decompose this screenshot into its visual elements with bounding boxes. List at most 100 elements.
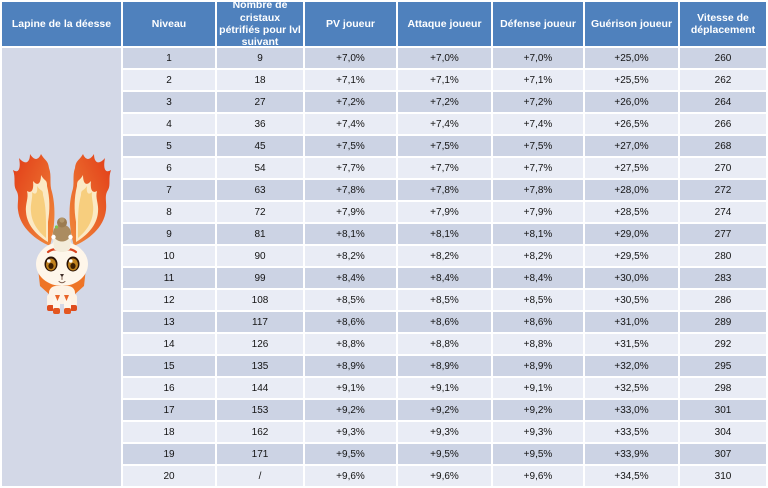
pet-image-cell bbox=[2, 48, 121, 486]
cell-defense-row14: +8,8% bbox=[493, 334, 583, 354]
cell-cristaux-row1: 9 bbox=[217, 48, 303, 68]
cell-cristaux-row19: 171 bbox=[217, 444, 303, 464]
cell-niveau-row9: 9 bbox=[123, 224, 215, 244]
cell-attaque-row4: +7,4% bbox=[398, 114, 491, 134]
cell-defense-row12: +8,5% bbox=[493, 290, 583, 310]
cell-niveau-row13: 13 bbox=[123, 312, 215, 332]
cell-niveau-row20: 20 bbox=[123, 466, 215, 486]
cell-defense-row3: +7,2% bbox=[493, 92, 583, 112]
cell-guerison-row8: +28,5% bbox=[585, 202, 678, 222]
cell-cristaux-row9: 81 bbox=[217, 224, 303, 244]
column-header-attaque: Attaque joueur bbox=[398, 2, 491, 46]
cell-guerison-row3: +26,0% bbox=[585, 92, 678, 112]
cell-defense-row20: +9,6% bbox=[493, 466, 583, 486]
cell-pv-row5: +7,5% bbox=[305, 136, 396, 156]
cell-niveau-row2: 2 bbox=[123, 70, 215, 90]
cell-attaque-row2: +7,1% bbox=[398, 70, 491, 90]
cell-pv-row10: +8,2% bbox=[305, 246, 396, 266]
cell-defense-row7: +7,8% bbox=[493, 180, 583, 200]
cell-defense-row16: +9,1% bbox=[493, 378, 583, 398]
cell-guerison-row19: +33,9% bbox=[585, 444, 678, 464]
cell-cristaux-row2: 18 bbox=[217, 70, 303, 90]
cell-vitesse-row5: 268 bbox=[680, 136, 766, 156]
column-header-cristaux: Nombre de cristaux pétrifiés pour lvl su… bbox=[217, 0, 303, 48]
cell-vitesse-row15: 295 bbox=[680, 356, 766, 376]
cell-pv-row18: +9,3% bbox=[305, 422, 396, 442]
cell-guerison-row4: +26,5% bbox=[585, 114, 678, 134]
cell-defense-row15: +8,9% bbox=[493, 356, 583, 376]
cell-cristaux-row3: 27 bbox=[217, 92, 303, 112]
cell-guerison-row15: +32,0% bbox=[585, 356, 678, 376]
cell-pv-row15: +8,9% bbox=[305, 356, 396, 376]
cell-attaque-row11: +8,4% bbox=[398, 268, 491, 288]
column-header-vitesse: Vitesse de déplacement bbox=[680, 2, 766, 46]
cell-pv-row6: +7,7% bbox=[305, 158, 396, 178]
pet-body bbox=[46, 286, 77, 314]
flame-ear-right bbox=[69, 154, 111, 246]
cell-niveau-row4: 4 bbox=[123, 114, 215, 134]
cell-attaque-row16: +9,1% bbox=[398, 378, 491, 398]
cell-guerison-row11: +30,0% bbox=[585, 268, 678, 288]
cell-defense-row5: +7,5% bbox=[493, 136, 583, 156]
cell-niveau-row8: 8 bbox=[123, 202, 215, 222]
cell-cristaux-row11: 99 bbox=[217, 268, 303, 288]
cell-defense-row17: +9,2% bbox=[493, 400, 583, 420]
cell-pv-row8: +7,9% bbox=[305, 202, 396, 222]
cell-vitesse-row20: 310 bbox=[680, 466, 766, 486]
column-header-defense: Défense joueur bbox=[493, 2, 583, 46]
flame-ear-left bbox=[12, 154, 54, 246]
cell-vitesse-row2: 262 bbox=[680, 70, 766, 90]
cell-vitesse-row4: 266 bbox=[680, 114, 766, 134]
cell-guerison-row2: +25,5% bbox=[585, 70, 678, 90]
cell-cristaux-row4: 36 bbox=[217, 114, 303, 134]
cell-attaque-row10: +8,2% bbox=[398, 246, 491, 266]
cell-guerison-row6: +27,5% bbox=[585, 158, 678, 178]
cell-cristaux-row17: 153 bbox=[217, 400, 303, 420]
cell-pv-row12: +8,5% bbox=[305, 290, 396, 310]
cell-defense-row11: +8,4% bbox=[493, 268, 583, 288]
cell-attaque-row3: +7,2% bbox=[398, 92, 491, 112]
cell-cristaux-row13: 117 bbox=[217, 312, 303, 332]
cell-cristaux-row16: 144 bbox=[217, 378, 303, 398]
cell-defense-row1: +7,0% bbox=[493, 48, 583, 68]
cell-attaque-row18: +9,3% bbox=[398, 422, 491, 442]
cell-niveau-row1: 1 bbox=[123, 48, 215, 68]
cell-vitesse-row9: 277 bbox=[680, 224, 766, 244]
cell-vitesse-row7: 272 bbox=[680, 180, 766, 200]
cell-vitesse-row12: 286 bbox=[680, 290, 766, 310]
cell-cristaux-row5: 45 bbox=[217, 136, 303, 156]
cell-guerison-row20: +34,5% bbox=[585, 466, 678, 486]
cell-vitesse-row18: 304 bbox=[680, 422, 766, 442]
cell-attaque-row1: +7,0% bbox=[398, 48, 491, 68]
cell-guerison-row12: +30,5% bbox=[585, 290, 678, 310]
cell-defense-row18: +9,3% bbox=[493, 422, 583, 442]
pet-rider bbox=[50, 217, 73, 252]
cell-guerison-row9: +29,0% bbox=[585, 224, 678, 244]
cell-pv-row3: +7,2% bbox=[305, 92, 396, 112]
cell-cristaux-row14: 126 bbox=[217, 334, 303, 354]
cell-cristaux-row20: / bbox=[217, 466, 303, 486]
cell-niveau-row17: 17 bbox=[123, 400, 215, 420]
cell-cristaux-row12: 108 bbox=[217, 290, 303, 310]
column-header-pv: PV joueur bbox=[305, 2, 396, 46]
cell-pv-row14: +8,8% bbox=[305, 334, 396, 354]
cell-niveau-row7: 7 bbox=[123, 180, 215, 200]
column-header-pet-name: Lapine de la déesse bbox=[2, 2, 121, 46]
cell-defense-row10: +8,2% bbox=[493, 246, 583, 266]
cell-attaque-row12: +8,5% bbox=[398, 290, 491, 310]
cell-pv-row19: +9,5% bbox=[305, 444, 396, 464]
cell-cristaux-row7: 63 bbox=[217, 180, 303, 200]
cell-cristaux-row18: 162 bbox=[217, 422, 303, 442]
cell-niveau-row14: 14 bbox=[123, 334, 215, 354]
cell-vitesse-row16: 298 bbox=[680, 378, 766, 398]
cell-niveau-row16: 16 bbox=[123, 378, 215, 398]
cell-niveau-row19: 19 bbox=[123, 444, 215, 464]
cell-vitesse-row19: 307 bbox=[680, 444, 766, 464]
cell-guerison-row16: +32,5% bbox=[585, 378, 678, 398]
cell-attaque-row20: +9,6% bbox=[398, 466, 491, 486]
cell-guerison-row10: +29,5% bbox=[585, 246, 678, 266]
cell-pv-row9: +8,1% bbox=[305, 224, 396, 244]
cell-pv-row16: +9,1% bbox=[305, 378, 396, 398]
cell-cristaux-row10: 90 bbox=[217, 246, 303, 266]
cell-vitesse-row1: 260 bbox=[680, 48, 766, 68]
